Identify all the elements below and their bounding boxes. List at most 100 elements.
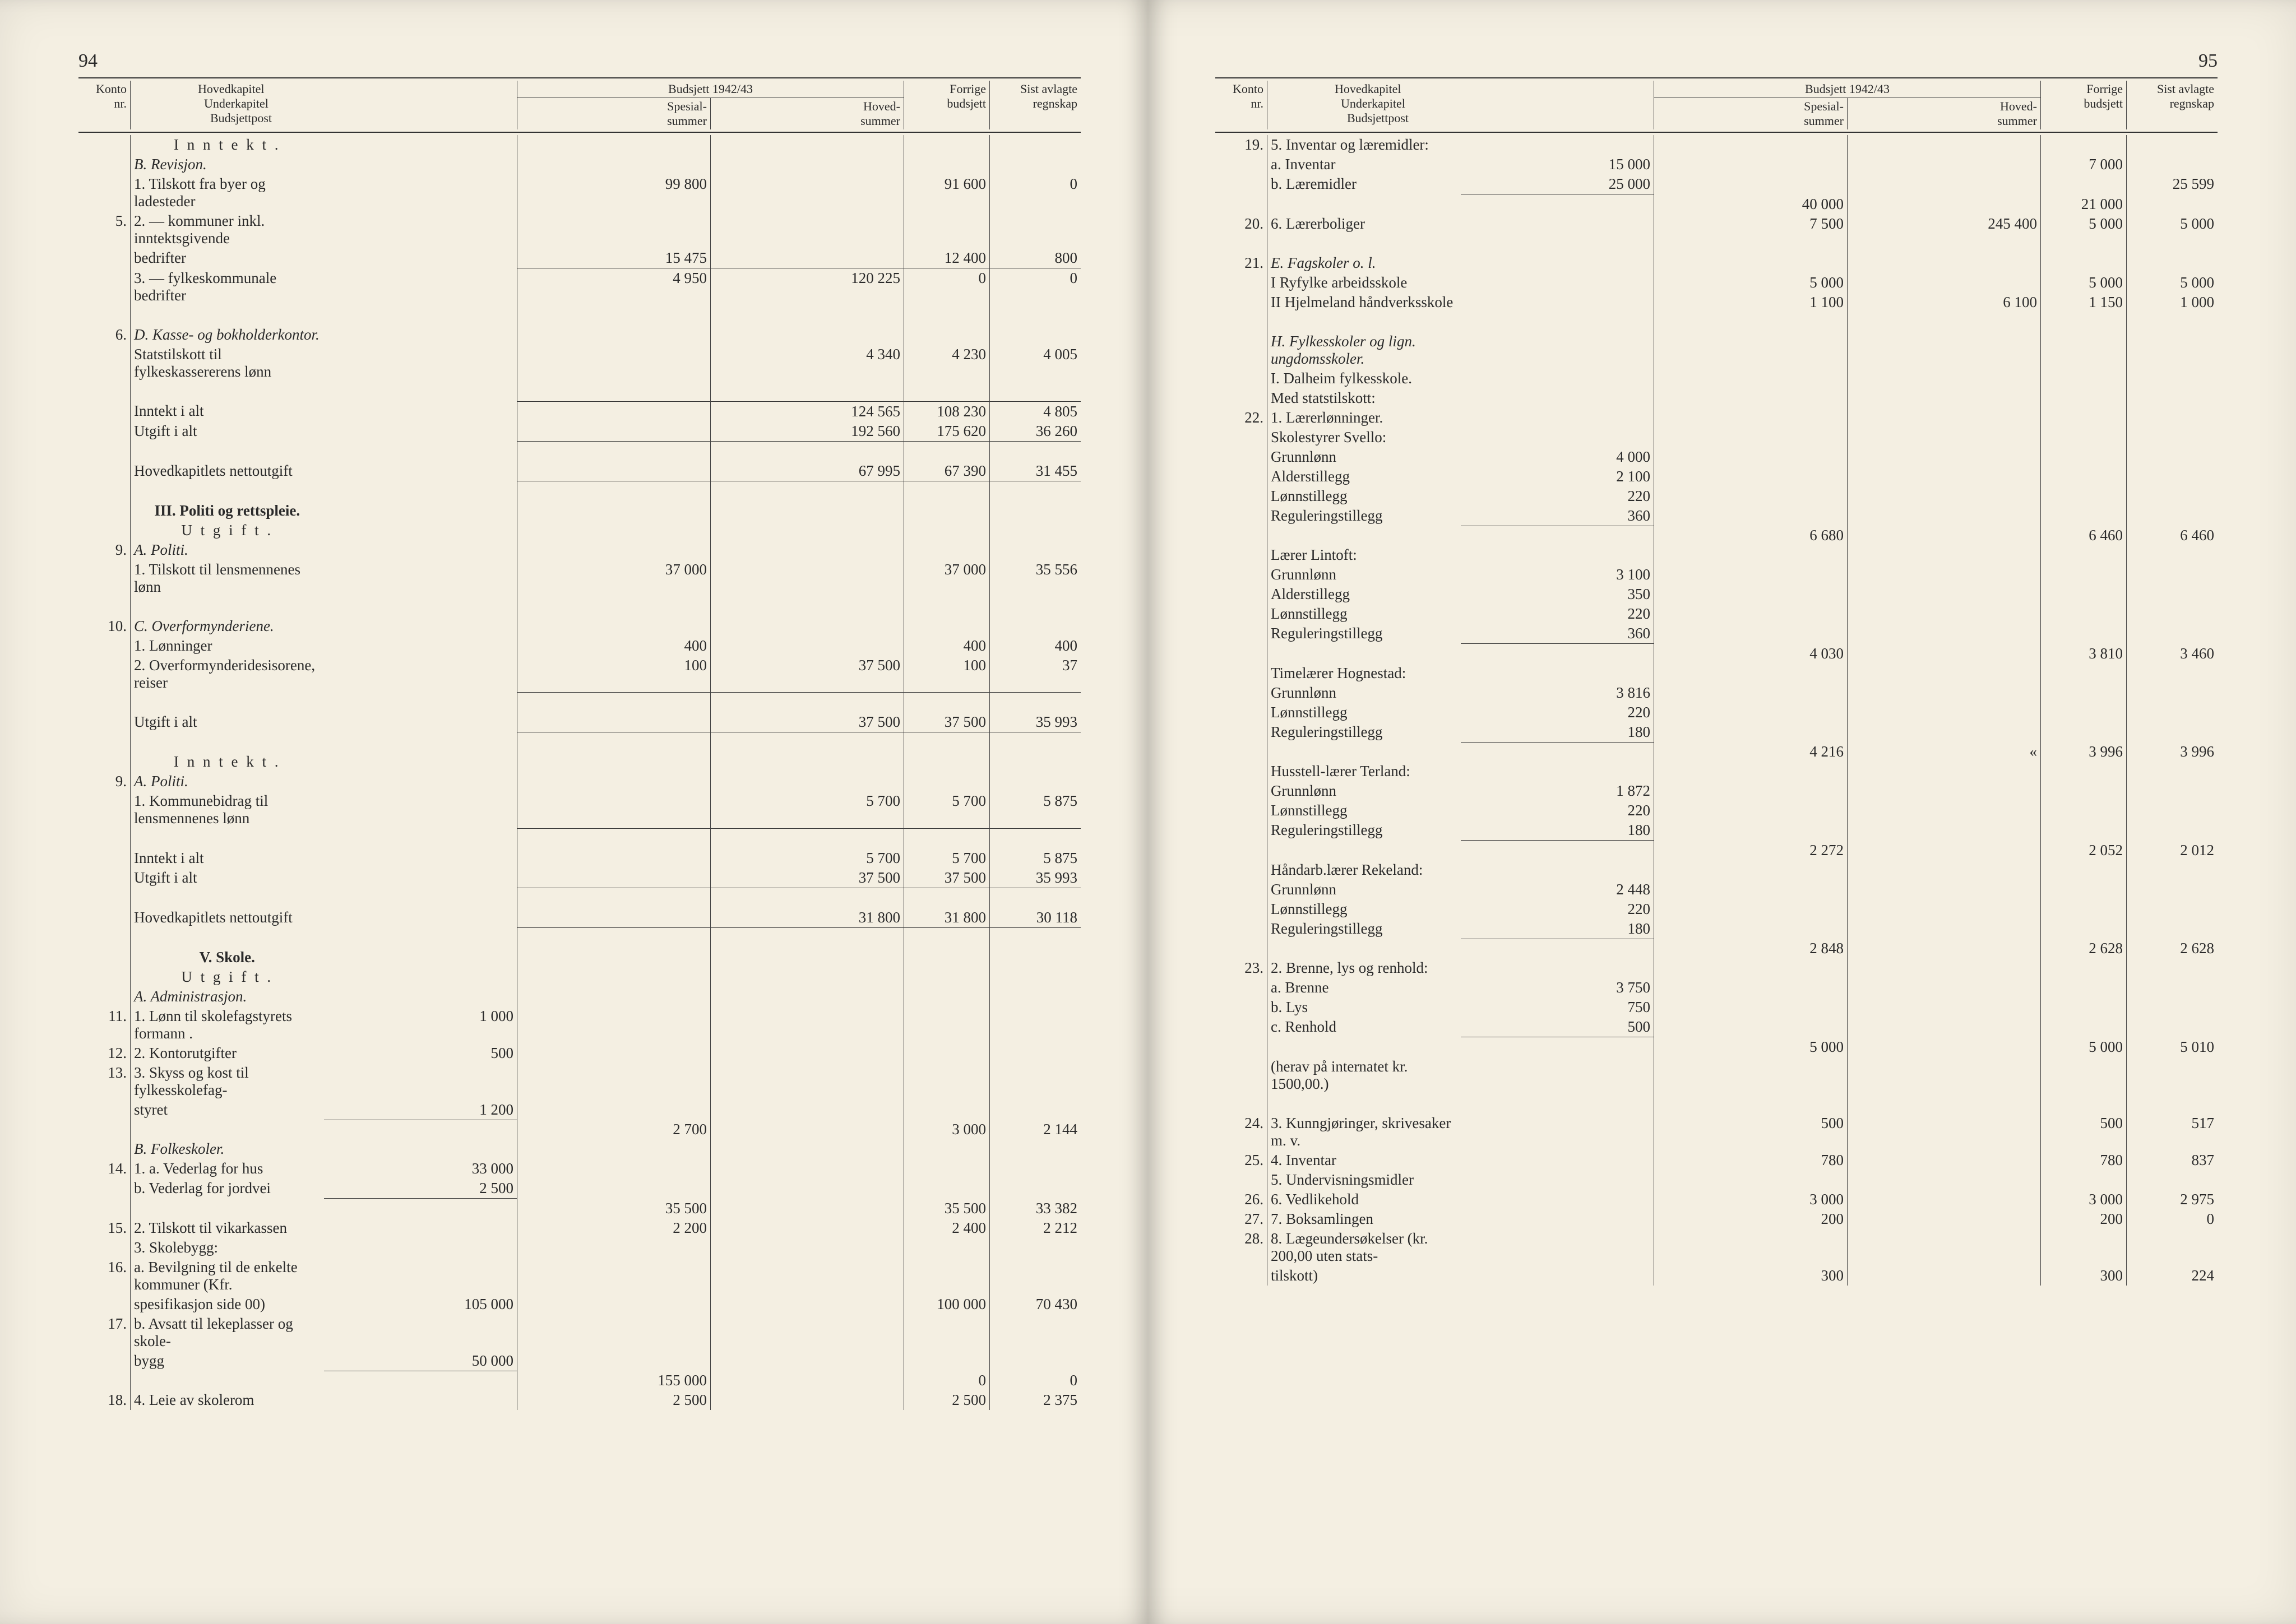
- th-hoved: Hoved-summer: [1848, 98, 2041, 130]
- table-row: 3. Skolebygg:: [78, 1238, 1081, 1258]
- cell-regn: 5 875: [990, 791, 1081, 828]
- table-row: Lønnstillegg 220: [1215, 486, 2218, 506]
- cell-hoved: [711, 1120, 904, 1139]
- cell-konto: 26.: [1215, 1190, 1267, 1209]
- cell-forr: [2041, 820, 2127, 841]
- table-row: styret 1 200: [78, 1100, 1081, 1120]
- table-row: Håndarb.lærer Rekeland:: [1215, 860, 2218, 880]
- cell-regn: 2 375: [990, 1390, 1081, 1410]
- ledger-table-right: Kontonr. Hovedkapitel Underkapitel Budsj…: [1215, 81, 2218, 1286]
- table-row: 3. — fylkeskommunale bedrifter 4 950 120…: [78, 268, 1081, 305]
- cell-hoved: [711, 325, 904, 345]
- left-page: 94 Kontonr. Hovedkapitel Underkapitel Bu…: [0, 0, 1148, 1624]
- th-regnskap: Sist avlagteregnskap: [990, 81, 1081, 129]
- table-row: Timelærer Hognestad:: [1215, 663, 2218, 683]
- cell-hoved: [1848, 880, 2041, 899]
- cell-spes: 500: [1654, 1113, 1848, 1150]
- table-row: 2 848 2 628 2 628: [1215, 939, 2218, 958]
- cell-spes: [517, 616, 711, 636]
- cell-sub: 2 100: [1461, 467, 1654, 486]
- cell-desc: 2. Tilskott til vikarkassen: [131, 1218, 324, 1238]
- cell-konto: [1215, 1037, 1267, 1057]
- cell-forr: [2041, 683, 2127, 703]
- cell-desc: 2. — kommuner inkl. inntektsgivende: [131, 211, 324, 248]
- cell-regn: 2 012: [2127, 841, 2218, 860]
- cell-forr: [904, 325, 990, 345]
- cell-konto: [1215, 722, 1267, 743]
- cell-hoved: [1848, 1170, 2041, 1190]
- cell-forr: [904, 1178, 990, 1199]
- cell-konto: [1215, 880, 1267, 899]
- cell-sub: 4 000: [1461, 447, 1654, 467]
- cell-spes: [517, 135, 711, 155]
- cell-forr: [904, 1159, 990, 1178]
- cell-spes: 155 000: [517, 1371, 711, 1390]
- cell-konto: [1215, 1266, 1267, 1286]
- cell-konto: [78, 752, 131, 772]
- th-spesial: Spesial-summer: [517, 98, 711, 130]
- cell-forr: 0: [904, 268, 990, 305]
- table-row: Med statstilskott:: [1215, 388, 2218, 408]
- cell-spes: [517, 948, 711, 967]
- table-row: 23. 2. Brenne, lys og renhold:: [1215, 958, 2218, 978]
- cell-sub: [324, 616, 517, 636]
- cell-sub: [324, 345, 517, 382]
- cell-hoved: [1848, 194, 2041, 214]
- table-row: [78, 927, 1081, 948]
- cell-desc: b. Vederlag for jordvei: [131, 1178, 324, 1199]
- cell-regn: 36 260: [990, 421, 1081, 442]
- cell-desc: Reguleringstillegg: [1267, 506, 1461, 526]
- cell-sub: 3 816: [1461, 683, 1654, 703]
- table-row: Hovedkapitlets nettoutgift 67 995 67 390…: [78, 461, 1081, 481]
- cell-regn: 33 382: [990, 1199, 1081, 1218]
- table-row: [78, 888, 1081, 908]
- cell-regn: [990, 1139, 1081, 1159]
- cell-forr: [2041, 428, 2127, 447]
- cell-forr: 2 628: [2041, 939, 2127, 958]
- cell-konto: [1215, 545, 1267, 565]
- cell-konto: 9.: [78, 772, 131, 791]
- cell-desc: Grunnlønn: [1267, 565, 1461, 584]
- cell-sub: [324, 772, 517, 791]
- cell-sub: [1461, 428, 1654, 447]
- cell-spes: [517, 868, 711, 888]
- table-row: 4 216 « 3 996 3 996: [1215, 742, 2218, 762]
- cell-desc: Alderstillegg: [1267, 584, 1461, 604]
- cell-konto: [78, 155, 131, 174]
- cell-regn: [2127, 899, 2218, 919]
- table-row: B. Folkeskoler.: [78, 1139, 1081, 1159]
- table-row: Grunnlønn 1 872: [1215, 781, 2218, 801]
- table-row: b. Læremidler 25 000 25 599: [1215, 174, 2218, 194]
- cell-hoved: [711, 211, 904, 248]
- cell-spes: [1654, 408, 1848, 428]
- cell-sub: [324, 268, 517, 305]
- cell-hoved: [1848, 526, 2041, 545]
- table-row: 17. b. Avsatt til lekeplasser og skole-: [78, 1314, 1081, 1351]
- cell-konto: 14.: [78, 1159, 131, 1178]
- cell-hoved: [711, 948, 904, 967]
- cell-spes: [1654, 506, 1848, 526]
- cell-regn: [2127, 253, 2218, 273]
- cell-forr: 3 000: [904, 1120, 990, 1139]
- cell-forr: [2041, 174, 2127, 194]
- cell-hoved: [1848, 1057, 2041, 1094]
- cell-konto: 25.: [1215, 1150, 1267, 1170]
- cell-desc: 5. Inventar og læremidler:: [1267, 135, 1461, 155]
- cell-forr: [2041, 1229, 2127, 1266]
- cell-regn: [2127, 584, 2218, 604]
- cell-hoved: [1848, 565, 2041, 584]
- cell-sub: 1 000: [324, 1006, 517, 1043]
- cell-sub: [1461, 293, 1654, 312]
- table-row: A. Administrasjon.: [78, 987, 1081, 1006]
- cell-spes: 300: [1654, 1266, 1848, 1286]
- cell-forr: [2041, 958, 2127, 978]
- cell-forr: 37 500: [904, 712, 990, 732]
- cell-desc: 1. Kommunebidrag til lensmennenes lønn: [131, 791, 324, 828]
- cell-forr: [2041, 565, 2127, 584]
- cell-desc: A. Politi.: [131, 772, 324, 791]
- cell-konto: [1215, 742, 1267, 762]
- cell-spes: 780: [1654, 1150, 1848, 1170]
- cell-konto: [1215, 447, 1267, 467]
- cell-forr: 37 500: [904, 868, 990, 888]
- cell-regn: [990, 1258, 1081, 1294]
